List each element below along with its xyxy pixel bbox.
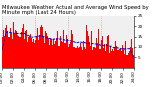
Text: Milwaukee Weather Actual and Average Wind Speed by Minute mph (Last 24 Hours): Milwaukee Weather Actual and Average Win… (2, 5, 148, 15)
